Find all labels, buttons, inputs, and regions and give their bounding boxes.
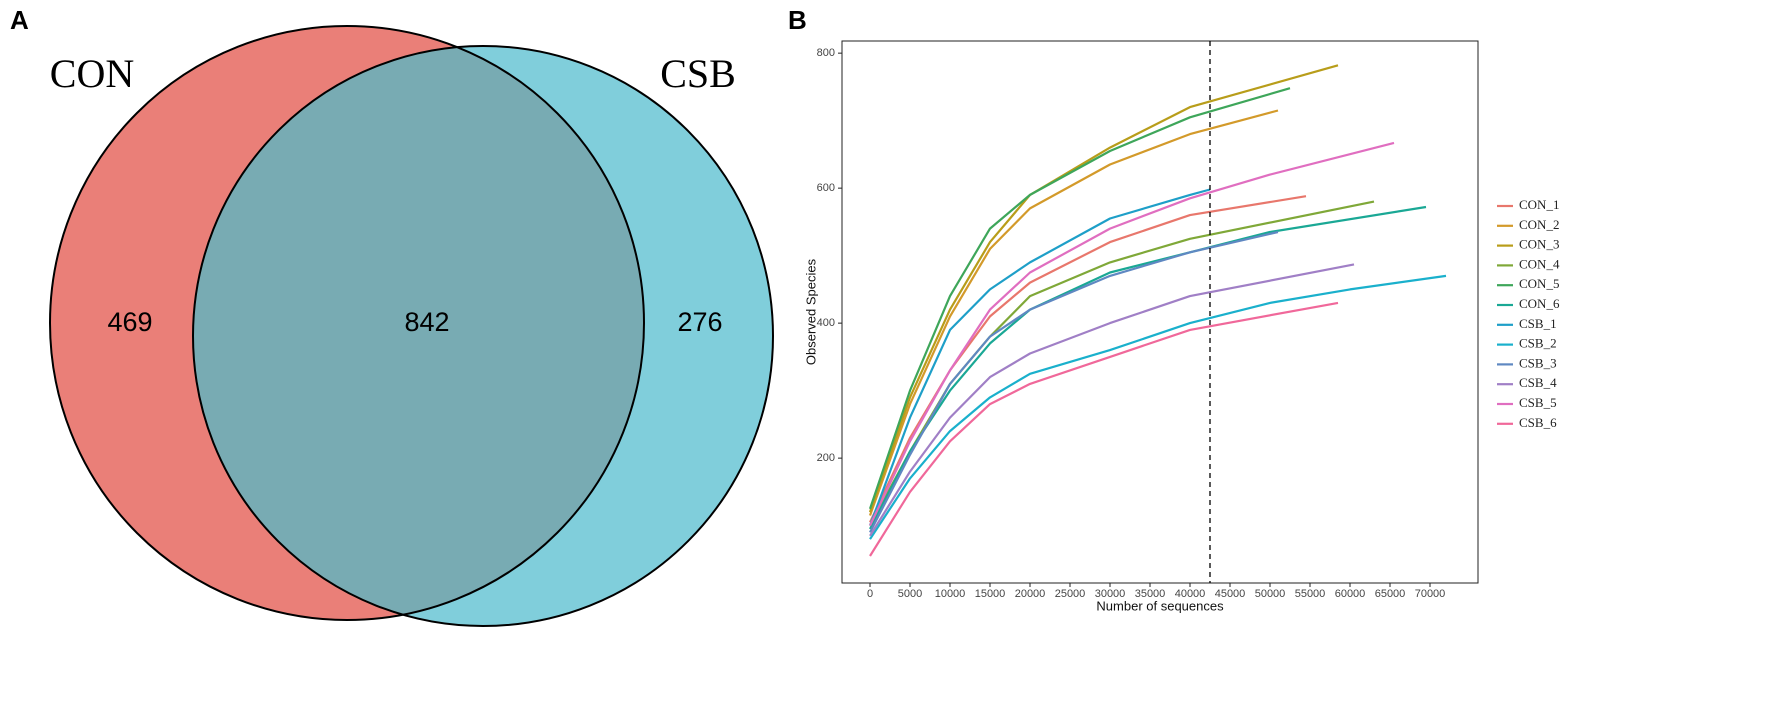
x-tick-label: 45000	[1215, 588, 1246, 600]
x-tick-label: 10000	[935, 588, 966, 600]
x-tick-label: 30000	[1095, 588, 1126, 600]
x-tick-label: 60000	[1335, 588, 1366, 600]
rarefaction-curve	[868, 64, 1339, 513]
legend-label: CSB_4	[1519, 375, 1557, 390]
x-tick-label: 5000	[898, 588, 922, 600]
panel-label: B	[788, 5, 807, 35]
x-tick-label: 50000	[1255, 588, 1286, 600]
rarefaction-curve	[868, 188, 1211, 526]
legend-label: CON_5	[1519, 276, 1559, 291]
x-tick-label: 35000	[1135, 588, 1166, 600]
rarefaction-curve	[868, 109, 1279, 516]
legend-label: CSB_6	[1519, 415, 1557, 430]
rarefaction-curve	[869, 195, 1307, 523]
legend-label: CSB_1	[1519, 316, 1557, 331]
set-label: CSB	[660, 51, 736, 96]
legend-label: CSB_3	[1519, 355, 1557, 370]
legend-label: CON_6	[1519, 296, 1560, 311]
legend-label: CSB_5	[1519, 395, 1557, 410]
legend-label: CSB_2	[1519, 336, 1557, 351]
y-tick-label: 600	[817, 182, 835, 194]
rarefaction-curve	[869, 200, 1375, 527]
x-tick-label: 70000	[1415, 588, 1446, 600]
plot-frame	[841, 40, 1479, 584]
rarefaction-curve	[869, 205, 1427, 530]
count-label: 842	[404, 307, 449, 337]
x-tick-label: 15000	[975, 588, 1006, 600]
rarefaction-curve	[869, 141, 1395, 527]
count-label: 276	[677, 307, 722, 337]
outline	[49, 25, 645, 621]
rarefaction-curve	[869, 274, 1447, 540]
rarefaction-curve	[868, 87, 1291, 510]
rarefaction-curve	[869, 263, 1355, 537]
x-axis-label: Number of sequences	[1096, 598, 1224, 613]
rarefaction-curve	[869, 301, 1339, 557]
panel-label: A	[10, 5, 29, 35]
legend-label: CON_4	[1519, 256, 1560, 271]
set-label: CON	[50, 51, 134, 96]
count-label: 469	[107, 307, 152, 337]
x-tick-label: 0	[867, 588, 873, 600]
x-tick-label: 55000	[1295, 588, 1326, 600]
y-tick-label: 400	[817, 317, 835, 329]
y-tick-label: 800	[817, 47, 835, 59]
legend-label: CON_2	[1519, 217, 1559, 232]
outline	[192, 45, 774, 627]
legend-label: CON_1	[1519, 197, 1559, 212]
x-tick-label: 65000	[1375, 588, 1406, 600]
x-tick-label: 20000	[1015, 588, 1046, 600]
rarefaction-curve	[869, 230, 1279, 533]
y-axis-label: Observed Species	[803, 258, 818, 365]
x-tick-label: 40000	[1175, 588, 1206, 600]
x-tick-label: 25000	[1055, 588, 1086, 600]
legend-label: CON_3	[1519, 237, 1559, 252]
y-tick-label: 200	[817, 452, 835, 464]
